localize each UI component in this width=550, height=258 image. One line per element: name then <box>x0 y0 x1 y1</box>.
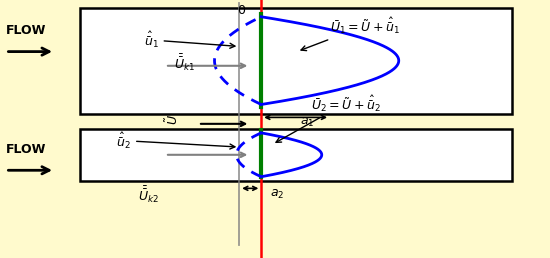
Text: FLOW: FLOW <box>6 143 46 156</box>
Text: $a_2$: $a_2$ <box>270 188 284 201</box>
Text: $\tilde{U}$: $\tilde{U}$ <box>165 115 182 125</box>
Text: $\bar{U}_2 = \tilde{U} + \hat{\bar{u}}_2$: $\bar{U}_2 = \tilde{U} + \hat{\bar{u}}_2… <box>276 93 381 142</box>
Text: $\bar{\bar{U}}_{k1}$: $\bar{\bar{U}}_{k1}$ <box>174 53 195 73</box>
Text: $a_1$: $a_1$ <box>300 116 314 129</box>
Text: $\bar{U}_1 = \tilde{U} + \hat{\bar{u}}_1$: $\bar{U}_1 = \tilde{U} + \hat{\bar{u}}_1… <box>301 15 400 51</box>
Text: FLOW: FLOW <box>6 25 46 37</box>
Bar <box>80 8 512 114</box>
Bar <box>80 129 512 181</box>
Text: $\hat{\bar{u}}_1$: $\hat{\bar{u}}_1$ <box>144 30 235 50</box>
Text: 0: 0 <box>237 4 245 17</box>
Text: $\hat{\bar{u}}_2$: $\hat{\bar{u}}_2$ <box>117 130 235 151</box>
Text: $\bar{\bar{U}}_{k2}$: $\bar{\bar{U}}_{k2}$ <box>138 185 159 205</box>
